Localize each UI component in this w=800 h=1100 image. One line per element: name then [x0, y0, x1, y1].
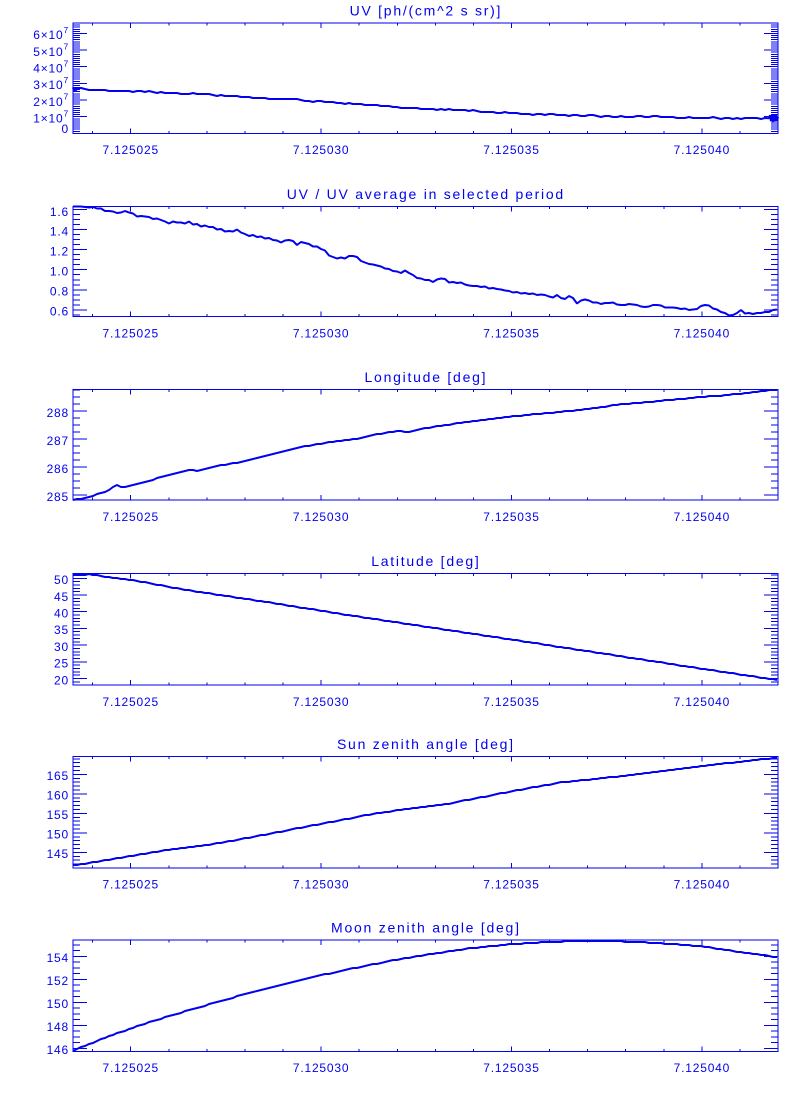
svg-text:5×107: 5×107 — [33, 42, 69, 59]
svg-text:7.125040: 7.125040 — [674, 878, 730, 892]
svg-text:7.125030: 7.125030 — [293, 878, 349, 892]
svg-text:165: 165 — [47, 769, 69, 783]
svg-text:7.125040: 7.125040 — [674, 1061, 730, 1075]
svg-text:7.125040: 7.125040 — [674, 143, 730, 157]
svg-text:20: 20 — [54, 673, 69, 687]
svg-text:30: 30 — [54, 640, 69, 654]
svg-text:155: 155 — [47, 808, 69, 822]
svg-text:0: 0 — [62, 122, 69, 136]
svg-text:7.125035: 7.125035 — [483, 1061, 539, 1075]
svg-text:35: 35 — [54, 623, 69, 637]
svg-text:Latitude [deg]: Latitude [deg] — [371, 553, 480, 569]
svg-text:146: 146 — [47, 1043, 69, 1057]
svg-text:285: 285 — [47, 490, 69, 504]
svg-text:UV [ph/(cm^2 s sr)]: UV [ph/(cm^2 s sr)] — [350, 2, 503, 18]
svg-text:Moon zenith angle [deg]: Moon zenith angle [deg] — [331, 919, 521, 935]
svg-text:3×107: 3×107 — [33, 75, 69, 92]
svg-text:40: 40 — [54, 607, 69, 621]
svg-text:287: 287 — [47, 434, 69, 448]
svg-text:7.125030: 7.125030 — [293, 510, 349, 524]
svg-text:7.125040: 7.125040 — [674, 695, 730, 709]
svg-text:154: 154 — [47, 951, 69, 965]
svg-text:7.125025: 7.125025 — [102, 326, 158, 340]
svg-text:Longitude [deg]: Longitude [deg] — [365, 369, 488, 385]
svg-text:7.125040: 7.125040 — [674, 326, 730, 340]
svg-text:148: 148 — [47, 1020, 69, 1034]
svg-text:4×107: 4×107 — [33, 58, 69, 75]
svg-text:150: 150 — [47, 828, 69, 842]
svg-text:7.125035: 7.125035 — [483, 695, 539, 709]
svg-text:2×107: 2×107 — [33, 92, 69, 109]
svg-text:25: 25 — [54, 657, 69, 671]
svg-text:7.125030: 7.125030 — [293, 695, 349, 709]
svg-text:150: 150 — [47, 997, 69, 1011]
svg-text:7.125040: 7.125040 — [674, 510, 730, 524]
svg-text:7.125025: 7.125025 — [102, 510, 158, 524]
svg-text:7.125030: 7.125030 — [293, 143, 349, 157]
svg-text:1.4: 1.4 — [50, 224, 69, 238]
svg-text:7.125035: 7.125035 — [483, 510, 539, 524]
svg-text:7.125025: 7.125025 — [102, 695, 158, 709]
svg-text:1.2: 1.2 — [50, 244, 69, 258]
svg-text:7.125035: 7.125035 — [483, 326, 539, 340]
svg-text:1×107: 1×107 — [33, 108, 69, 125]
svg-text:0.6: 0.6 — [50, 305, 69, 319]
svg-text:7.125030: 7.125030 — [293, 326, 349, 340]
svg-text:152: 152 — [47, 974, 69, 988]
svg-text:145: 145 — [47, 847, 69, 861]
svg-text:7.125025: 7.125025 — [102, 1061, 158, 1075]
svg-text:7.125035: 7.125035 — [483, 878, 539, 892]
svg-text:288: 288 — [47, 406, 69, 420]
svg-text:1.0: 1.0 — [50, 265, 69, 279]
svg-text:6×107: 6×107 — [33, 25, 69, 42]
svg-text:UV / UV average in selected pe: UV / UV average in selected period — [287, 186, 565, 202]
svg-text:286: 286 — [47, 462, 69, 476]
svg-text:50: 50 — [54, 573, 69, 587]
svg-text:7.125030: 7.125030 — [293, 1061, 349, 1075]
svg-text:160: 160 — [47, 789, 69, 803]
svg-text:7.125035: 7.125035 — [483, 143, 539, 157]
svg-text:7.125025: 7.125025 — [102, 878, 158, 892]
svg-text:Sun zenith angle [deg]: Sun zenith angle [deg] — [337, 736, 515, 752]
svg-text:0.8: 0.8 — [50, 285, 69, 299]
svg-text:45: 45 — [54, 590, 69, 604]
svg-text:1.6: 1.6 — [50, 205, 69, 219]
svg-text:7.125025: 7.125025 — [102, 143, 158, 157]
